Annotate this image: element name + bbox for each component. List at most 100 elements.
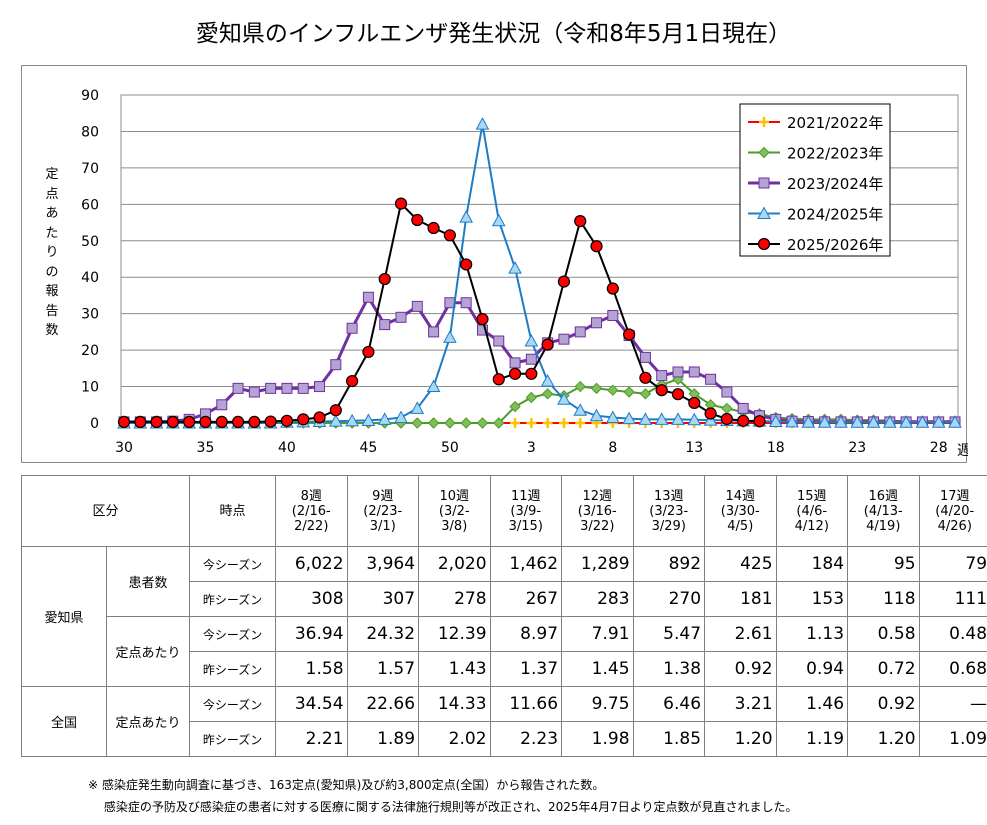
series-2023-2024年-point xyxy=(411,300,423,312)
table-cell: 278 xyxy=(418,581,491,617)
series-2024-2025年-point xyxy=(557,392,571,405)
table-cell: 153 xyxy=(775,581,849,617)
series-2024-2025年-point xyxy=(345,413,359,427)
series-2024-2025年-point xyxy=(899,415,913,428)
table-cell: 425 xyxy=(704,546,777,582)
legend-2021-2022年-label: 2021/2022年 xyxy=(787,114,883,132)
series-2025-2026年-point xyxy=(688,396,701,410)
x-tick-label: 35 xyxy=(197,440,215,456)
series-2022-2023年-line xyxy=(124,378,955,424)
table-cell: 1.58 xyxy=(275,651,348,687)
header-week: 13週 (3/23- 3/29) xyxy=(632,475,706,547)
chart-title: 愛知県のインフルエンザ発生状況（令和8年5月1日現在） xyxy=(195,21,792,47)
table-cell: 1.57 xyxy=(346,651,420,687)
table-cell: 1.09 xyxy=(918,721,987,757)
x-tick-label: 23 xyxy=(848,440,866,456)
series-2025-2026年-point xyxy=(199,415,212,429)
series-2024-2025年-point xyxy=(866,415,881,428)
series-2023-2024年-point xyxy=(558,333,570,345)
series-2022-2023年-point xyxy=(541,388,554,400)
y-tick-label: 20 xyxy=(81,343,99,359)
season-label: 昨シーズン xyxy=(189,651,277,687)
series-2023-2024年-point xyxy=(721,386,733,398)
series-2024-2025年-point xyxy=(931,415,946,428)
series-2025-2026年-point xyxy=(443,229,456,242)
table-cell: 5.47 xyxy=(632,616,706,652)
table-cell: 2.02 xyxy=(418,721,491,757)
series-2025-2026年-point xyxy=(117,415,131,429)
series-2024-2025年-point xyxy=(540,374,555,387)
header-week: 15週 (4/6- 4/12) xyxy=(775,475,849,547)
series-2023-2024年-point xyxy=(509,357,521,369)
header-week: 12週 (3/16- 3/22) xyxy=(561,475,634,547)
season-label: 今シーズン xyxy=(189,546,277,582)
series-2022-2023年-point xyxy=(411,417,424,429)
series-2025-2026年-point xyxy=(720,412,733,426)
series-2025-2026年-point xyxy=(737,414,750,427)
y-tick-label: 0 xyxy=(90,416,99,432)
series-2025-2026年-point xyxy=(427,221,440,235)
series-2022-2023年-point xyxy=(444,417,456,429)
x-tick-label: 40 xyxy=(278,440,296,456)
season-label: 今シーズン xyxy=(189,616,277,652)
series-2024-2025年-point xyxy=(801,415,816,428)
table-cell: 1.19 xyxy=(775,721,849,757)
series-2023-2024年-point xyxy=(281,382,293,394)
series-2025-2026年-point xyxy=(590,240,603,253)
series-2024-2025年-point xyxy=(834,415,848,428)
table-cell: 1.37 xyxy=(489,651,563,687)
series-2024-2025年-point xyxy=(394,410,408,424)
season-label: 昨シーズン xyxy=(189,721,277,757)
series-2022-2023年-point xyxy=(574,380,586,393)
series-2022-2023年-point xyxy=(509,400,521,413)
table-cell: 1,462 xyxy=(489,546,563,582)
header-week: 8週 (2/16- 2/22) xyxy=(275,475,348,547)
table-cell: 7.91 xyxy=(561,616,634,652)
series-2024-2025年-point xyxy=(443,330,457,343)
footnote-2: 感染症の予防及び感染症の患者に対する医療に関する法律施行規則等が改正され、202… xyxy=(88,800,798,814)
series-2025-2026年-point xyxy=(639,371,652,384)
series-2025-2026年-point xyxy=(297,413,310,426)
table-cell: 1.89 xyxy=(346,721,420,757)
table-cell: 1.85 xyxy=(632,721,706,757)
x-tick-label: 45 xyxy=(359,440,377,456)
table-cell: 267 xyxy=(489,581,563,617)
series-2022-2023年-point xyxy=(493,417,505,429)
series-2023-2024年-point xyxy=(705,373,717,385)
legend-2024-2025年-point xyxy=(757,206,771,219)
x-tick-label: 8 xyxy=(608,440,617,456)
series-2022-2023年-point xyxy=(607,384,619,396)
table-cell: 1.38 xyxy=(632,651,706,687)
region-label: 愛知県 xyxy=(21,546,107,687)
table-cell: 24.32 xyxy=(346,616,420,652)
series-2025-2026年-point xyxy=(574,214,587,228)
table-cell: 2.23 xyxy=(489,721,563,757)
legend-2025-2026年-label: 2025/2026年 xyxy=(787,236,883,254)
series-2022-2023年-point xyxy=(590,382,603,395)
x-tick-label: 30 xyxy=(115,440,133,456)
series-2025-2026年-point xyxy=(134,415,147,429)
legend-2023-2024年-point xyxy=(758,177,770,189)
y-axis-label: 定点あたりの報告数 xyxy=(45,167,59,338)
data-table: 区分 時点 8週 (2/16- 2/22) 9週 (2/23- 3/1) 10週 (3/2- 3/8… xyxy=(20,475,987,757)
series-2023-2024年-point xyxy=(330,359,342,371)
season-label: 昨シーズン xyxy=(189,581,277,617)
series-2024-2025年-point xyxy=(622,411,636,425)
table-cell: 34.54 xyxy=(275,686,348,722)
series-2022-2023年-point xyxy=(427,417,440,429)
table-cell: 1.13 xyxy=(775,616,849,652)
y-tick-label: 70 xyxy=(81,161,99,177)
table-cell: 0.48 xyxy=(918,616,987,652)
y-tick-label: 80 xyxy=(81,124,99,140)
series-2024-2025年-point xyxy=(491,213,506,227)
series-2025-2026年-point xyxy=(753,415,766,428)
series-2024-2025年-point xyxy=(768,414,783,428)
series-2025-2026年-point xyxy=(362,345,375,359)
legend-2022-2023年-label: 2022/2023年 xyxy=(787,145,883,163)
table-cell: 1.98 xyxy=(561,721,634,757)
series-2023-2024年-point xyxy=(265,382,277,394)
series-2023-2024年-point xyxy=(672,366,684,378)
series-2024-2025年-point xyxy=(361,413,376,426)
series-2025-2026年-point xyxy=(704,407,717,420)
table-cell: 2.61 xyxy=(704,616,777,652)
